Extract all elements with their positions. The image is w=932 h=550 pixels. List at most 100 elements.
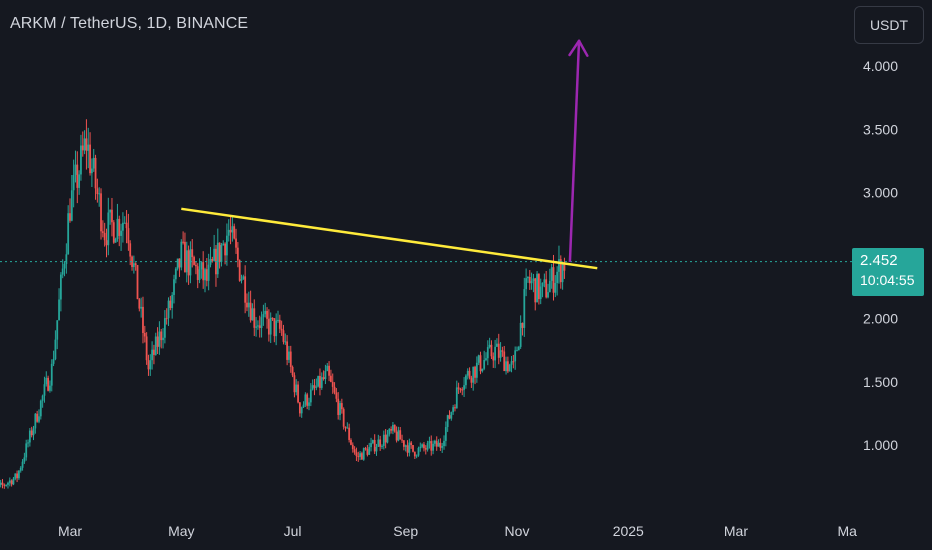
candle — [80, 134, 82, 181]
symbol-title[interactable]: ARKM / TetherUS, 1D, BINANCE — [10, 15, 249, 32]
candle — [337, 392, 340, 420]
candle — [490, 340, 493, 360]
candle — [105, 228, 108, 258]
candle — [516, 346, 518, 352]
candle — [536, 271, 538, 303]
candle — [140, 297, 143, 318]
candle — [324, 364, 327, 385]
candle — [12, 476, 15, 486]
candle — [437, 439, 440, 447]
candle — [432, 440, 434, 455]
candle — [267, 309, 270, 342]
price-tick-label: 1.500 — [863, 374, 898, 390]
candle — [229, 215, 232, 245]
candle — [98, 187, 101, 207]
candle — [231, 215, 234, 242]
breakout-arrow[interactable] — [568, 39, 589, 262]
candle — [264, 302, 267, 318]
candle — [534, 277, 537, 311]
candle — [488, 337, 491, 349]
candle — [251, 303, 254, 321]
candle — [366, 444, 369, 457]
candle — [236, 242, 239, 268]
candle — [388, 428, 391, 437]
candle — [397, 426, 400, 442]
candle — [514, 346, 517, 370]
candle — [69, 198, 71, 223]
candle — [273, 318, 276, 343]
candle — [306, 392, 309, 410]
candle — [101, 220, 104, 238]
candle — [415, 454, 418, 459]
candle — [107, 197, 110, 256]
candle — [470, 375, 473, 388]
candle — [530, 272, 533, 290]
candle — [386, 429, 389, 444]
candle — [320, 372, 323, 390]
currency-button[interactable]: USDT — [854, 6, 924, 44]
candle — [346, 422, 349, 429]
candle — [342, 407, 345, 430]
candle — [370, 437, 372, 452]
candle — [226, 223, 228, 266]
time-tick-label: Ma — [838, 523, 858, 539]
resistance-trendline[interactable] — [181, 207, 598, 270]
candle — [165, 308, 168, 325]
candle — [70, 174, 73, 222]
drawings-layer[interactable] — [181, 39, 598, 270]
candle — [527, 276, 529, 283]
candle — [111, 197, 113, 237]
candle — [224, 242, 226, 265]
candle — [89, 132, 91, 176]
candle — [173, 274, 175, 304]
candle — [417, 446, 420, 457]
candle — [558, 245, 560, 284]
candle — [474, 365, 476, 385]
candle — [193, 255, 195, 266]
candle — [114, 237, 117, 243]
last-price-value: 2.452 — [860, 252, 898, 269]
candle — [233, 223, 236, 240]
candle — [496, 338, 498, 347]
time-tick-label: 2025 — [613, 523, 644, 539]
candle — [54, 330, 57, 361]
candle — [368, 442, 371, 455]
candle — [359, 451, 361, 461]
candle — [322, 370, 325, 381]
bar-countdown: 10:04:55 — [860, 272, 915, 288]
candle — [92, 148, 95, 172]
candle — [300, 406, 303, 418]
candle — [428, 436, 431, 449]
candle — [162, 328, 164, 349]
candle — [182, 231, 185, 245]
candle — [508, 363, 511, 372]
candle — [242, 274, 245, 280]
candle — [129, 240, 132, 266]
candle — [25, 439, 28, 461]
candle — [30, 426, 33, 438]
candle — [563, 257, 566, 279]
candle — [532, 273, 535, 293]
candle — [275, 313, 278, 346]
candle — [7, 481, 9, 489]
candle — [238, 259, 241, 282]
time-axis[interactable]: Mar May Jul Sep Nov 2025 Mar Ma — [58, 523, 857, 539]
candle — [45, 371, 48, 387]
candle — [377, 434, 380, 447]
candle — [153, 344, 155, 365]
candle — [143, 325, 146, 343]
candle — [362, 447, 365, 461]
candle — [408, 438, 411, 457]
candle — [541, 282, 544, 298]
candle — [94, 154, 97, 200]
candle — [90, 158, 93, 187]
candle — [218, 242, 221, 269]
candle — [554, 275, 557, 298]
candle — [291, 365, 294, 378]
candle — [494, 339, 497, 369]
candle — [550, 263, 553, 289]
candle — [213, 234, 216, 262]
price-tick-label: 2.000 — [863, 311, 898, 327]
